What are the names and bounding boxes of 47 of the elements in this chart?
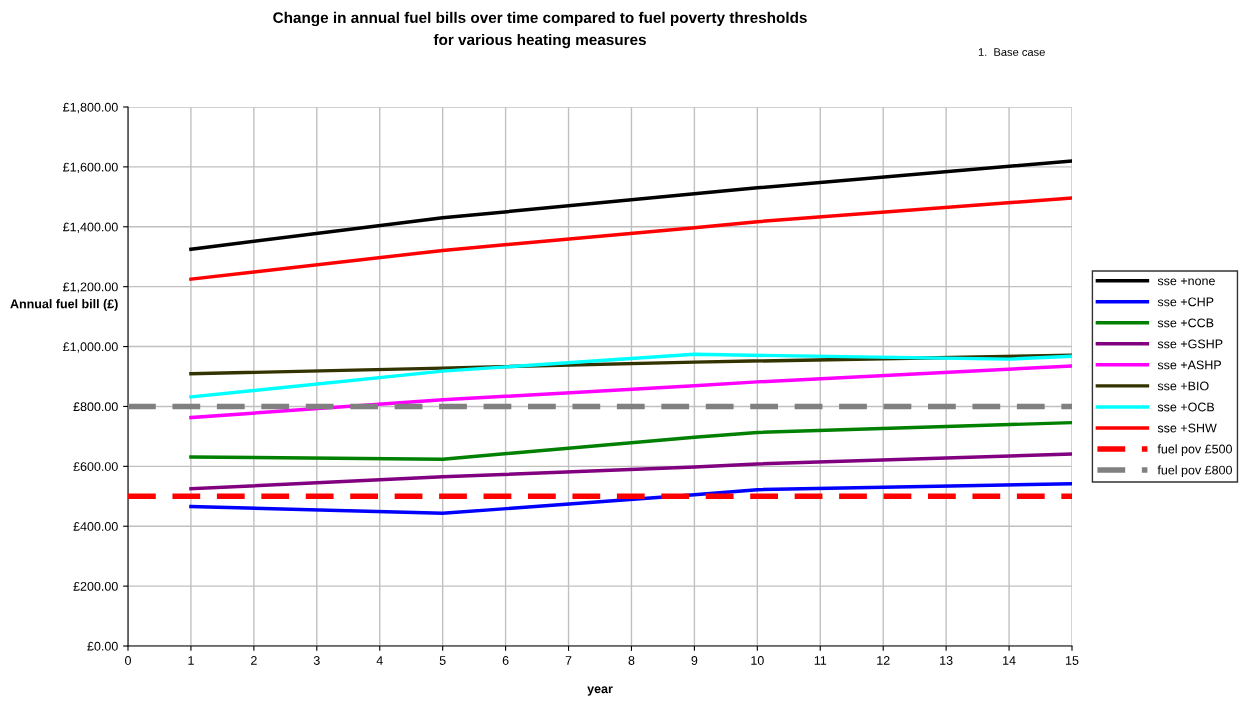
x-tick-label: 3 — [313, 656, 320, 665]
x-tick-label: 10 — [751, 656, 764, 665]
x-tick-label: 6 — [502, 656, 509, 665]
line-series — [189, 364, 1072, 420]
chart-title: Change in annual fuel bills over time compared to fuel poverty thresholds for various heating measures — [273, 11, 807, 49]
x-tick-label: 14 — [1003, 656, 1016, 665]
x-tick-label: 9 — [691, 656, 698, 665]
y-axis-title: Annual fuel bill (£) — [10, 299, 118, 311]
x-tick-label: 11 — [814, 656, 827, 665]
text: 1. Base case — [978, 48, 1045, 56]
x-tick-label: 8 — [628, 656, 635, 665]
line-series — [189, 420, 1072, 461]
x-tick-label: 1 — [188, 656, 194, 665]
legend-label: sse +none — [1157, 277, 1215, 286]
y-tick-label: £600.00 — [73, 462, 118, 471]
line-series — [189, 481, 1072, 516]
y-tick-label: £1,800.00 — [63, 102, 118, 114]
x-axis-title: year — [587, 686, 613, 696]
legend-label: sse +CHP — [1157, 297, 1214, 307]
y-tick-label: £1,600.00 — [63, 162, 118, 174]
legend-label: sse +BIO — [1157, 381, 1209, 391]
x-tick-label: 15 — [1066, 656, 1079, 665]
y-tick-label: £0.00 — [87, 641, 118, 651]
x-tick-label: 13 — [940, 656, 953, 665]
y-tick-label: £200.00 — [73, 581, 118, 591]
x-tick-label: 5 — [439, 656, 446, 665]
y-tick-label: £1,400.00 — [63, 222, 118, 233]
line-series — [189, 196, 1072, 281]
line-series — [189, 159, 1072, 251]
legend-label: sse +SHW — [1157, 423, 1217, 433]
x-tick-label: 7 — [565, 656, 572, 665]
x-tick-label: 12 — [877, 656, 890, 665]
legend-label: fuel pov £500 — [1157, 444, 1232, 456]
line-series — [189, 352, 1072, 399]
x-tick-label: 2 — [251, 656, 257, 665]
x-tick-label: 4 — [376, 656, 383, 665]
legend-label: sse +GSHP — [1157, 339, 1223, 349]
legend-label: fuel pov £800 — [1157, 465, 1232, 477]
line-series — [189, 452, 1072, 491]
legend-label: sse +OCB — [1157, 402, 1215, 412]
legend-label: sse +ASHP — [1157, 360, 1222, 370]
y-tick-label: £800.00 — [73, 402, 118, 412]
y-tick-label: £1,000.00 — [63, 342, 118, 353]
y-tick-label: £1,200.00 — [63, 282, 118, 293]
legend-label: sse +CCB — [1157, 318, 1214, 328]
x-tick-label: 0 — [125, 656, 131, 665]
y-tick-label: £400.00 — [73, 522, 118, 531]
